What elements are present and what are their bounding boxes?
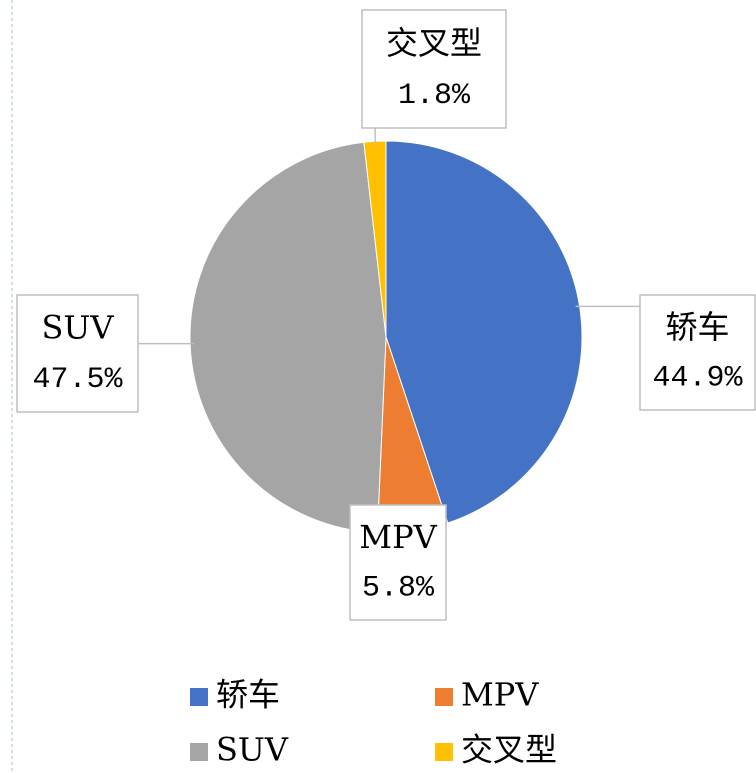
value-label: 5.8%	[362, 572, 435, 606]
legend-label: SUV	[216, 731, 289, 769]
legend-label: 轿车	[216, 676, 280, 714]
label-box	[361, 9, 507, 129]
value-label: 44.9%	[652, 362, 743, 396]
slice-label: SUV	[42, 309, 115, 347]
legend-swatch	[190, 688, 208, 706]
label-box	[349, 504, 447, 621]
slice-label: MPV	[359, 518, 437, 556]
legend-label: 交叉型	[461, 731, 557, 769]
legend-swatch	[435, 743, 453, 761]
value-label: 47.5%	[32, 363, 123, 397]
label-box	[639, 294, 756, 411]
legend-label: MPV	[461, 676, 539, 714]
pie-slice	[189, 141, 387, 534]
slice-label: 交叉型	[386, 24, 482, 62]
slice-label: 轿车	[665, 308, 729, 346]
legend-swatch	[435, 688, 453, 706]
legend-swatch	[190, 743, 208, 761]
label-box	[16, 294, 139, 413]
value-label: 1.8%	[398, 79, 471, 113]
